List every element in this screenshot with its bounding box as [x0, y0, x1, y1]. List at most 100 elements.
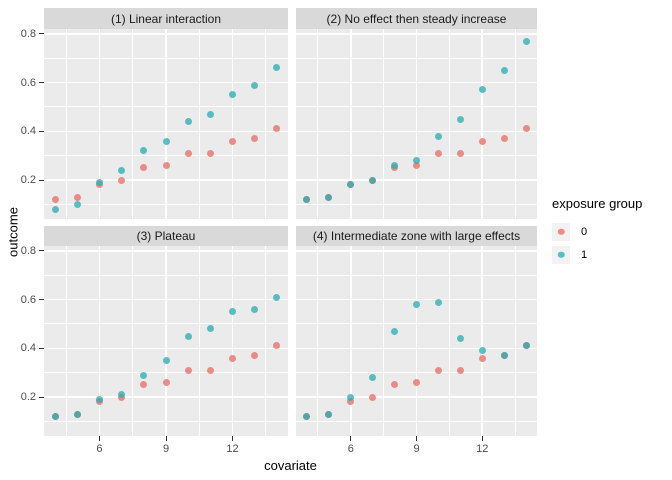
gridline-major — [98, 246, 101, 436]
data-point — [478, 347, 486, 355]
data-point — [251, 305, 259, 313]
facet-panel — [296, 246, 537, 436]
gridline-minor — [448, 29, 450, 219]
data-point — [251, 135, 259, 143]
legend-item: 0 — [552, 220, 642, 243]
x-axis-tick-mark — [481, 436, 483, 441]
data-point — [303, 413, 311, 420]
data-point — [434, 298, 442, 306]
facet-strip: (2) No effect then steady increase — [296, 8, 537, 29]
data-point — [369, 374, 377, 382]
data-point — [522, 125, 530, 133]
data-point — [500, 66, 508, 74]
gridline-minor — [265, 246, 267, 436]
data-point — [184, 118, 192, 126]
gridline-major — [165, 29, 167, 219]
x-axis-tick-mark — [416, 436, 417, 441]
y-axis-tick-label: 0.2 — [20, 174, 36, 187]
y-axis-tick-label: 0.4 — [20, 342, 36, 355]
gridline-minor — [65, 29, 67, 219]
facet-panel — [296, 29, 537, 219]
data-point — [273, 293, 281, 301]
y-axis-tick-label: 0.6 — [20, 293, 36, 306]
y-axis-tick-mark — [39, 396, 44, 398]
data-point — [434, 149, 442, 157]
data-point — [95, 395, 103, 403]
legend-key — [552, 222, 570, 241]
gridline-major — [481, 246, 483, 436]
data-point — [456, 335, 464, 343]
data-point — [140, 381, 148, 389]
data-point — [273, 64, 281, 72]
data-point — [162, 378, 170, 386]
data-point — [251, 81, 259, 89]
data-point — [500, 135, 508, 143]
data-point — [413, 161, 420, 169]
data-point — [206, 366, 214, 374]
y-axis-tick-label: 0.4 — [20, 125, 36, 138]
data-point — [478, 86, 486, 94]
gridline-minor — [265, 29, 267, 219]
data-point — [369, 393, 377, 401]
data-point — [184, 149, 192, 157]
data-point — [95, 178, 103, 186]
x-axis-tick-label: 9 — [413, 443, 420, 455]
y-axis-tick-mark — [39, 299, 44, 301]
gridline-major — [481, 29, 483, 219]
data-point — [118, 176, 126, 184]
x-axis-tick-label: 12 — [476, 443, 489, 455]
data-point — [478, 354, 486, 362]
facet-strip-label: (1) Linear interaction — [110, 11, 222, 26]
y-axis-tick-label: 0.8 — [20, 27, 36, 40]
gridline-minor — [514, 29, 516, 219]
legend-item-label: 0 — [581, 225, 588, 238]
data-point — [325, 410, 333, 418]
data-point — [140, 164, 148, 172]
facet-strip: (4) Intermediate zone with large effects — [296, 226, 537, 246]
gridline-minor — [132, 246, 134, 436]
data-point — [500, 352, 508, 360]
data-point — [347, 393, 355, 401]
x-axis-tick-mark — [232, 436, 234, 441]
data-point — [478, 137, 486, 145]
data-point — [229, 354, 237, 362]
gridline-major — [165, 246, 167, 436]
facet-strip-label: (3) Plateau — [136, 229, 196, 243]
gridline-minor — [132, 29, 134, 219]
data-point — [522, 37, 530, 45]
data-point — [391, 327, 399, 335]
gridline-major — [231, 246, 234, 436]
gridline-major — [350, 246, 352, 436]
data-point — [456, 366, 464, 374]
y-axis-tick-label: 0.6 — [20, 76, 36, 89]
gridline-major — [415, 246, 418, 436]
gridline-major — [415, 29, 418, 219]
data-point — [73, 200, 81, 208]
x-axis-tick-label: 12 — [226, 443, 239, 455]
data-point — [184, 366, 192, 374]
data-point — [229, 137, 237, 145]
legend-key — [552, 245, 570, 264]
x-axis-tick-label: 6 — [347, 443, 354, 455]
gridline-minor — [317, 246, 319, 436]
data-point — [140, 371, 148, 379]
data-point — [206, 149, 214, 157]
data-point — [456, 149, 464, 157]
data-point — [413, 378, 420, 386]
data-point — [273, 125, 281, 133]
legend-title: exposure group — [552, 196, 643, 211]
data-point — [140, 147, 148, 155]
gridline-minor — [448, 246, 450, 436]
facet-strip: (3) Plateau — [44, 226, 288, 246]
data-point — [162, 161, 170, 169]
y-axis-tick-mark — [39, 130, 44, 132]
data-point — [303, 196, 311, 203]
data-point — [434, 366, 442, 374]
data-point — [229, 308, 237, 316]
data-point — [456, 115, 464, 123]
y-axis-tick-mark — [39, 347, 44, 349]
gridline-minor — [383, 29, 385, 219]
